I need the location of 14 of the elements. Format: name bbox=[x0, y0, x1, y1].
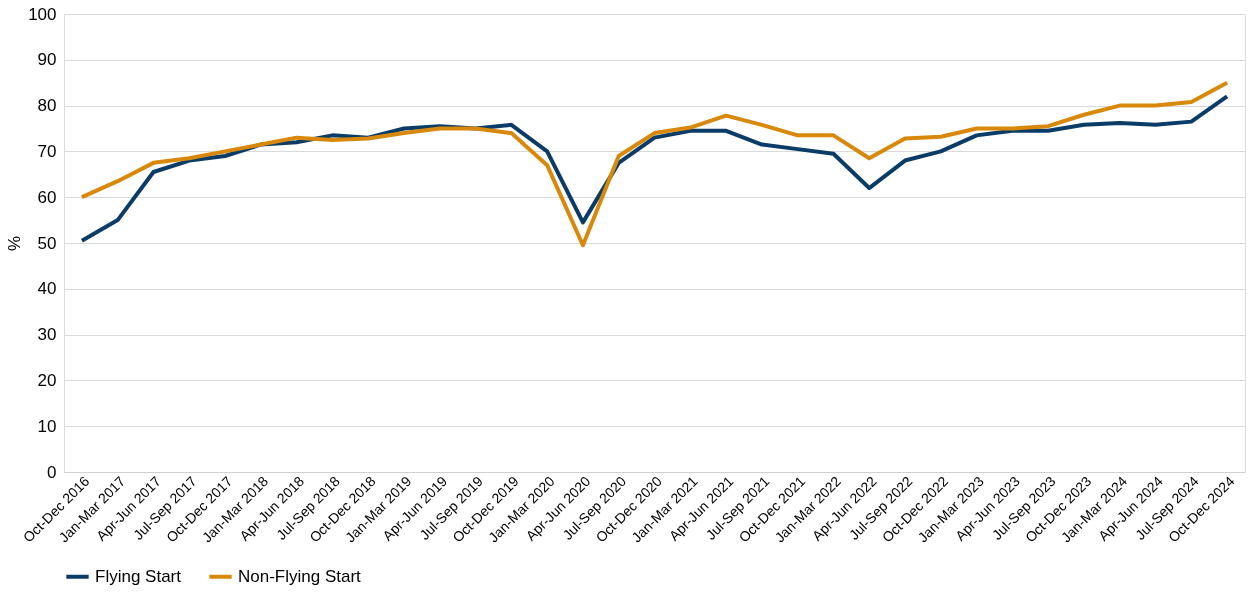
y-tick-label: 10 bbox=[37, 416, 57, 436]
y-tick-label: 80 bbox=[37, 96, 57, 116]
legend-label: Non-Flying Start bbox=[238, 566, 362, 586]
y-axis-title: % bbox=[5, 235, 25, 252]
y-tick-label: 100 bbox=[28, 4, 57, 24]
y-tick-label: 50 bbox=[37, 233, 57, 253]
y-tick-label: 70 bbox=[37, 141, 57, 161]
y-tick-label: 40 bbox=[37, 279, 57, 299]
y-tick-label: 30 bbox=[37, 325, 57, 345]
y-tick-label: 20 bbox=[37, 370, 57, 390]
y-tick-label: 0 bbox=[47, 462, 57, 482]
y-tick-label: 60 bbox=[37, 187, 57, 207]
legend-label: Flying Start bbox=[95, 566, 182, 586]
y-tick-label: 90 bbox=[37, 50, 57, 70]
